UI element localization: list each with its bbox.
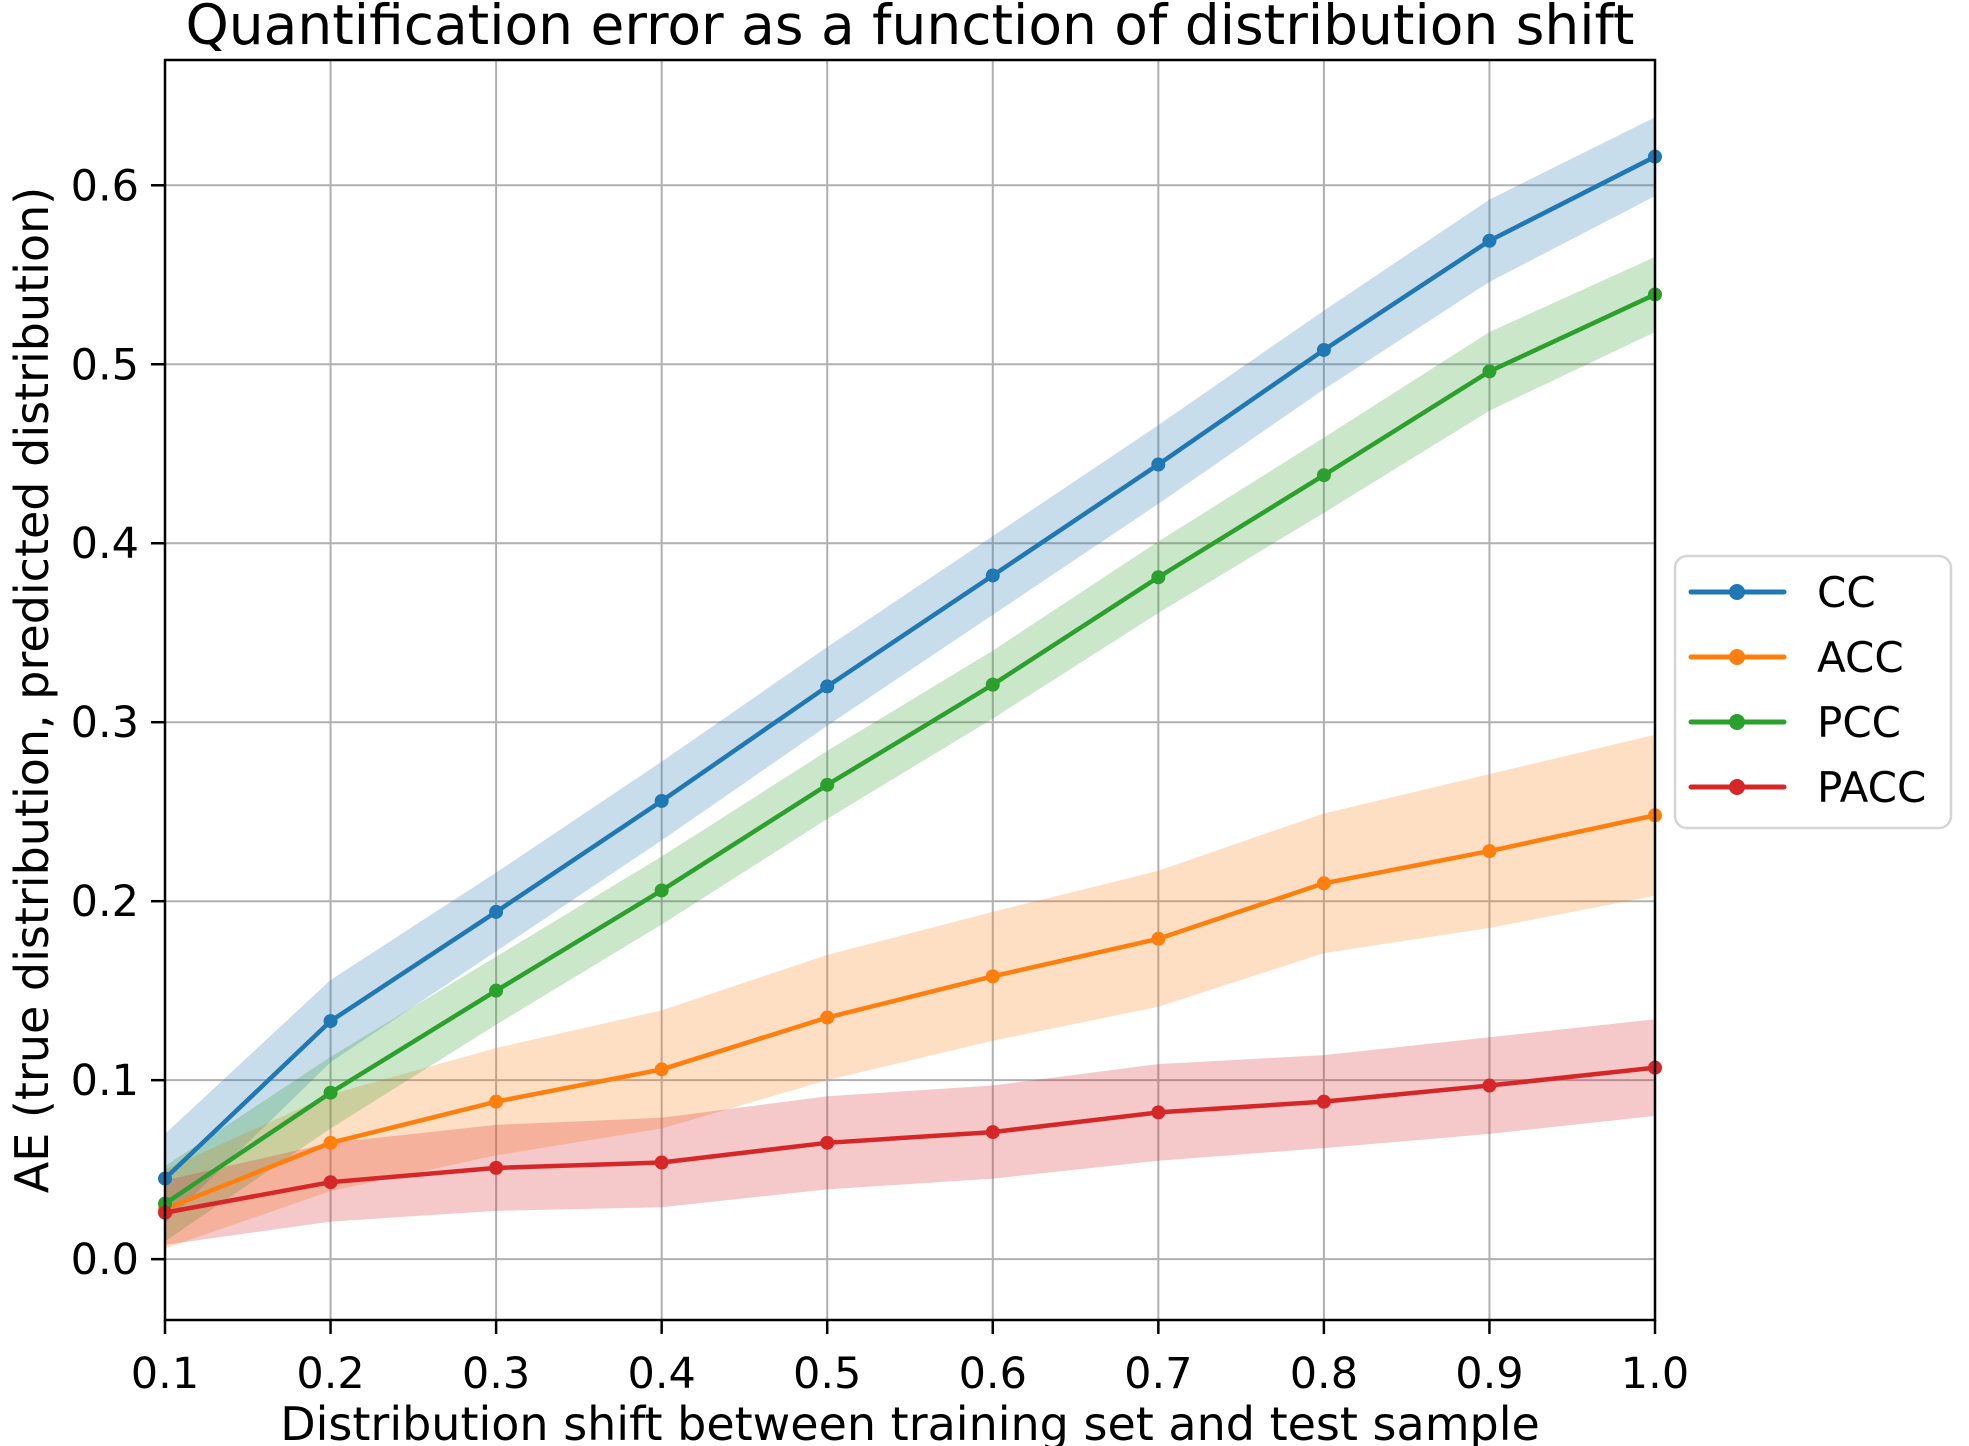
series-ACC-point-0.7 xyxy=(1151,931,1166,946)
legend-entry-ACC: ACC xyxy=(1688,633,1904,682)
legend-entry-PACC: PACC xyxy=(1688,763,1926,812)
series-PCC-point-0.8 xyxy=(1316,468,1331,483)
series-CC-point-0.2 xyxy=(323,1014,338,1029)
band-layer xyxy=(165,117,1655,1249)
series-PACC-band xyxy=(165,1019,1655,1245)
series-PCC-line xyxy=(162,292,1658,1206)
series-PACC-point-0.9 xyxy=(1482,1078,1497,1093)
legend-marker-PCC xyxy=(1729,714,1745,730)
y-tick-label-0.3: 0.3 xyxy=(71,698,139,748)
legend-label-CC: CC xyxy=(1817,568,1876,617)
y-tick-label-0.6: 0.6 xyxy=(71,161,139,211)
legend: CC ACC PCC PACC xyxy=(1673,554,1953,830)
series-CC-point-0.7 xyxy=(1151,457,1166,472)
series-PACC-line xyxy=(162,1065,1658,1215)
series-PACC-markers xyxy=(158,1060,1662,1220)
series-CC-point-0.5 xyxy=(820,679,835,694)
x-tick-label-0.2: 0.2 xyxy=(296,1349,364,1399)
tick-label-layer: 0.1 0.2 0.3 0.4 0.5 0.6 0.7 0.8 0.9 1.0 0.0 0.1 0.2 0… xyxy=(71,161,1690,1399)
series-ACC-band xyxy=(165,734,1655,1249)
x-tick-label-0.1: 0.1 xyxy=(131,1349,199,1399)
legend-box xyxy=(1673,554,1953,830)
series-CC-point-0.9 xyxy=(1482,233,1497,248)
series-ACC-point-0.5 xyxy=(820,1010,835,1025)
plot-area-frame xyxy=(163,58,1657,1322)
series-ACC-line xyxy=(162,813,1658,1212)
series-PACC-point-0.7 xyxy=(1151,1105,1166,1120)
series-PACC-point-0.8 xyxy=(1316,1094,1331,1109)
x-tick-label-0.5: 0.5 xyxy=(793,1349,861,1399)
series-CC-point-0.6 xyxy=(985,568,1000,583)
series-PACC-point-0.4 xyxy=(654,1155,669,1170)
series-PCC-point-0.5 xyxy=(820,777,835,792)
series-PACC-point-0.6 xyxy=(985,1125,1000,1140)
legend-marker-PACC xyxy=(1729,779,1745,795)
legend-entry-PCC: PCC xyxy=(1688,698,1901,747)
x-tick-label-0.8: 0.8 xyxy=(1290,1349,1358,1399)
series-PCC-point-0.6 xyxy=(985,677,1000,692)
tick-layer xyxy=(151,184,1657,1334)
legend-marker-ACC xyxy=(1729,649,1745,665)
x-tick-label-0.9: 0.9 xyxy=(1455,1349,1523,1399)
series-ACC-point-0.9 xyxy=(1482,844,1497,859)
series-CC-point-0.3 xyxy=(489,904,504,919)
y-tick-label-0.5: 0.5 xyxy=(71,340,139,390)
chart-title: Quantification error as a function of di… xyxy=(186,0,1635,57)
y-tick-label-0.0: 0.0 xyxy=(71,1235,139,1285)
x-tick-label-0.6: 0.6 xyxy=(959,1349,1027,1399)
series-ACC-point-0.2 xyxy=(323,1135,338,1150)
series-PCC-point-0.3 xyxy=(489,983,504,998)
series-CC-point-0.4 xyxy=(654,793,669,808)
series-CC-band xyxy=(165,117,1655,1224)
series-PCC-point-0.4 xyxy=(654,883,669,898)
series-PCC-point-0.9 xyxy=(1482,364,1497,379)
legend-label-ACC: ACC xyxy=(1817,633,1904,682)
series-CC-point-0.8 xyxy=(1316,342,1331,357)
legend-marker-CC xyxy=(1729,584,1745,600)
series-PACC-point-0.5 xyxy=(820,1135,835,1150)
y-tick-label-0.1: 0.1 xyxy=(71,1056,139,1106)
series-CC-line xyxy=(162,154,1658,1181)
series-PACC-point-0.3 xyxy=(489,1160,504,1175)
legend-entries: CC ACC PCC PACC xyxy=(1688,568,1926,812)
x-tick-label-0.7: 0.7 xyxy=(1124,1349,1192,1399)
series-ACC-point-0.8 xyxy=(1316,876,1331,891)
series-PCC-point-0.7 xyxy=(1151,570,1166,585)
series-ACC-point-0.4 xyxy=(654,1062,669,1077)
legend-label-PACC: PACC xyxy=(1817,763,1926,812)
x-tick-label-0.3: 0.3 xyxy=(462,1349,530,1399)
legend-label-PCC: PCC xyxy=(1817,698,1901,747)
line-layer xyxy=(158,149,1662,1220)
y-axis-label: AE (true distribution, predicted distrib… xyxy=(5,187,59,1193)
y-tick-label-0.2: 0.2 xyxy=(71,877,139,927)
series-PACC-point-0.2 xyxy=(323,1175,338,1190)
legend-entry-CC: CC xyxy=(1688,568,1876,617)
series-PCC-point-0.2 xyxy=(323,1085,338,1100)
y-tick-label-0.4: 0.4 xyxy=(71,519,139,569)
x-tick-label-0.4: 0.4 xyxy=(627,1349,695,1399)
series-ACC-point-0.6 xyxy=(985,969,1000,984)
x-tick-label-1.0: 1.0 xyxy=(1621,1349,1689,1399)
x-axis-label: Distribution shift between training set … xyxy=(280,1397,1540,1446)
series-PCC-markers xyxy=(158,287,1662,1211)
series-ACC-point-0.3 xyxy=(489,1094,504,1109)
